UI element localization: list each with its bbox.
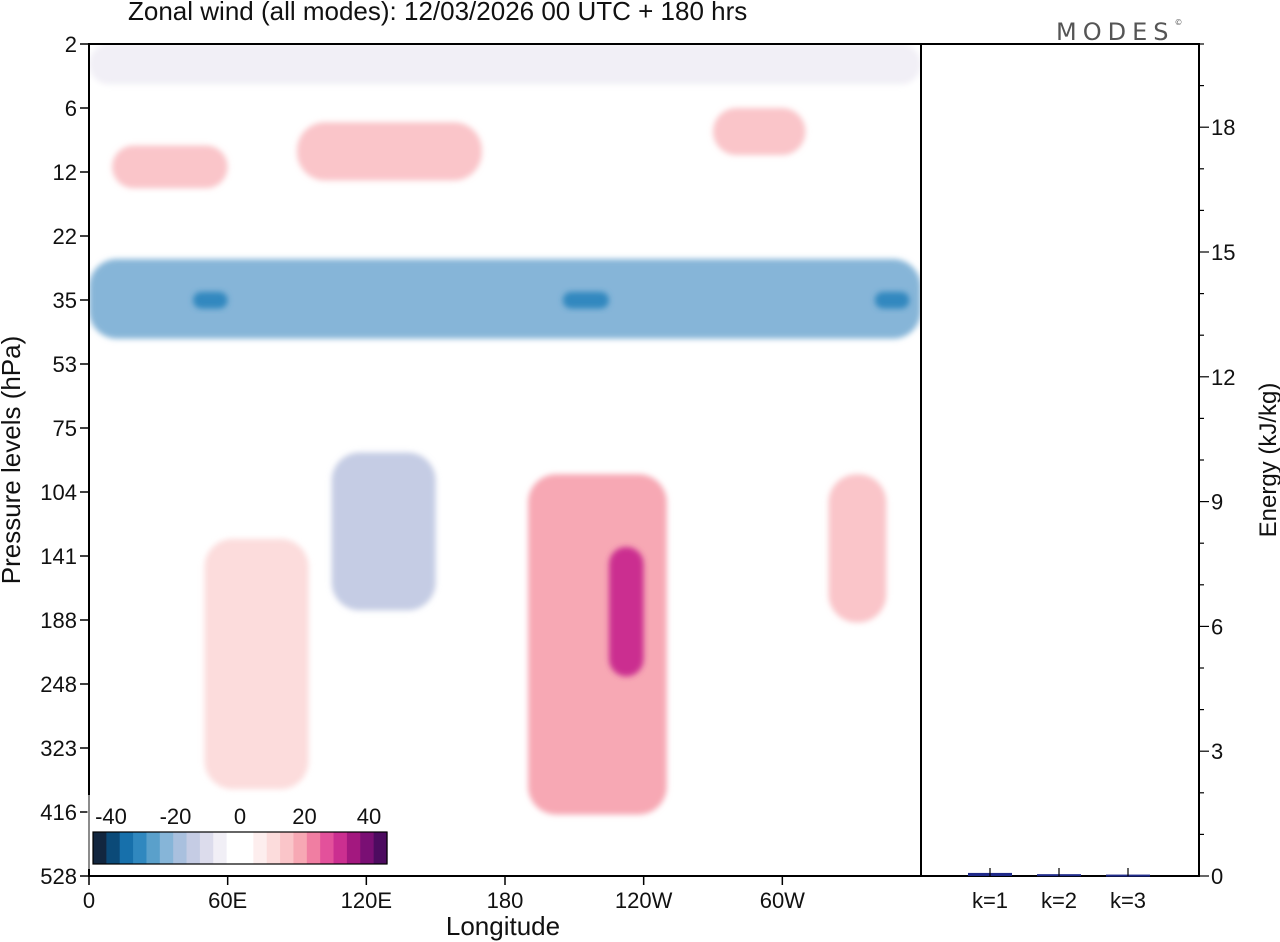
y-tick-label: 141 <box>40 544 77 569</box>
contour-field <box>89 44 921 876</box>
energy-tick-label: 3 <box>1211 739 1223 764</box>
y-tick-label: 6 <box>65 96 77 121</box>
energy-tick-label: 18 <box>1211 115 1235 140</box>
colorbar-swatch <box>119 832 134 864</box>
energy-panel-frame <box>920 43 1200 877</box>
energy-tick-label: 15 <box>1211 240 1235 265</box>
colorbar: -40 -20 0 20 40 <box>87 795 391 869</box>
energy-axis: 0 3 6 9 12 15 18 <box>1199 43 1235 889</box>
y-tick-label: 323 <box>40 736 77 761</box>
modes-logo: MODES© <box>1056 18 1182 46</box>
wind-feature-7 <box>874 291 910 309</box>
colorbar-swatch <box>226 832 241 864</box>
colorbar-swatch <box>373 832 388 864</box>
colorbar-swatch <box>240 832 254 864</box>
colorbar-swatch <box>213 832 228 864</box>
y-axis: 2 6 12 22 35 53 75 104 141 188 248 323 416 528 <box>40 32 89 889</box>
x-axis-label: Longitude <box>446 911 560 941</box>
colorbar-swatch <box>106 832 121 864</box>
y-tick-label: 2 <box>65 32 77 57</box>
y-axis-label: Pressure levels (hPa) <box>0 336 26 585</box>
colorbar-swatch <box>173 832 188 864</box>
brand-text: MODES <box>1056 18 1175 46</box>
y-tick-label: 416 <box>40 800 77 825</box>
colorbar-swatch <box>146 832 161 864</box>
wind-feature-2 <box>297 122 482 181</box>
colorbar-swatch <box>306 832 321 864</box>
colorbar-swatch <box>199 832 214 864</box>
wind-feature-10 <box>609 546 644 677</box>
colorbar-tick-label: 0 <box>234 804 246 829</box>
x-tick-label: 60E <box>208 888 247 913</box>
x-tick-label: 60W <box>760 888 805 913</box>
energy-tick-label: 12 <box>1211 365 1235 390</box>
colorbar-tick-label: 20 <box>292 804 316 829</box>
colorbar-swatch <box>159 832 174 864</box>
colorbar-swatch <box>280 832 295 864</box>
energy-tick-label: 9 <box>1211 490 1223 515</box>
x-tick-label: 120W <box>615 888 673 913</box>
y-tick-label: 528 <box>40 864 77 889</box>
y-tick-label: 75 <box>53 416 77 441</box>
chart-title: Zonal wind (all modes): 12/03/2026 00 UT… <box>128 0 748 26</box>
colorbar-swatch <box>93 832 107 864</box>
x-tick-label: 0 <box>83 888 95 913</box>
energy-category-label: k=3 <box>1110 888 1146 913</box>
x-axis: 0 60E 120E 180 120W 60W <box>83 876 805 913</box>
colorbar-swatch <box>186 832 201 864</box>
wind-feature-12 <box>204 538 309 790</box>
wind-feature-1 <box>112 145 228 189</box>
colorbar-swatch <box>333 832 348 864</box>
wind-feature-4 <box>89 259 921 339</box>
wind-feature-9 <box>528 474 667 815</box>
wind-feature-3 <box>713 108 806 156</box>
wind-feature-8 <box>331 452 436 611</box>
wind-feature-5 <box>193 291 228 309</box>
colorbar-swatch <box>133 832 148 864</box>
colorbar-tick-label: -40 <box>95 804 127 829</box>
y-tick-label: 53 <box>53 352 77 377</box>
colorbar-swatch <box>346 832 361 864</box>
energy-category-label: k=2 <box>1041 888 1077 913</box>
x-tick-label: 180 <box>487 888 524 913</box>
wind-feature-0 <box>89 44 921 85</box>
colorbar-swatch <box>293 832 308 864</box>
energy-bars: k=1 k=2 k=3 <box>968 868 1150 913</box>
colorbar-frame <box>92 831 388 865</box>
colorbar-swatch <box>266 832 281 864</box>
y-tick-label: 248 <box>40 672 77 697</box>
brand-mark: © <box>1174 18 1183 27</box>
colorbar-swatch <box>320 832 335 864</box>
y-tick-label: 188 <box>40 608 77 633</box>
colorbar-swatch <box>360 832 375 864</box>
energy-tick-label: 6 <box>1211 614 1223 639</box>
wind-feature-6 <box>562 291 609 309</box>
y-tick-label: 104 <box>40 480 77 505</box>
wind-feature-11 <box>828 474 887 623</box>
energy-axis-label: Energy (kJ/kg) <box>1255 383 1280 538</box>
colorbar-swatch <box>253 832 268 864</box>
colorbar-tick-label: 40 <box>357 804 381 829</box>
y-tick-label: 22 <box>53 224 77 249</box>
y-tick-label: 35 <box>53 288 77 313</box>
energy-tick-label: 0 <box>1211 864 1223 889</box>
colorbar-tick-label: -20 <box>160 804 192 829</box>
energy-category-label: k=1 <box>972 888 1008 913</box>
x-tick-label: 120E <box>341 888 392 913</box>
y-tick-label: 12 <box>53 160 77 185</box>
